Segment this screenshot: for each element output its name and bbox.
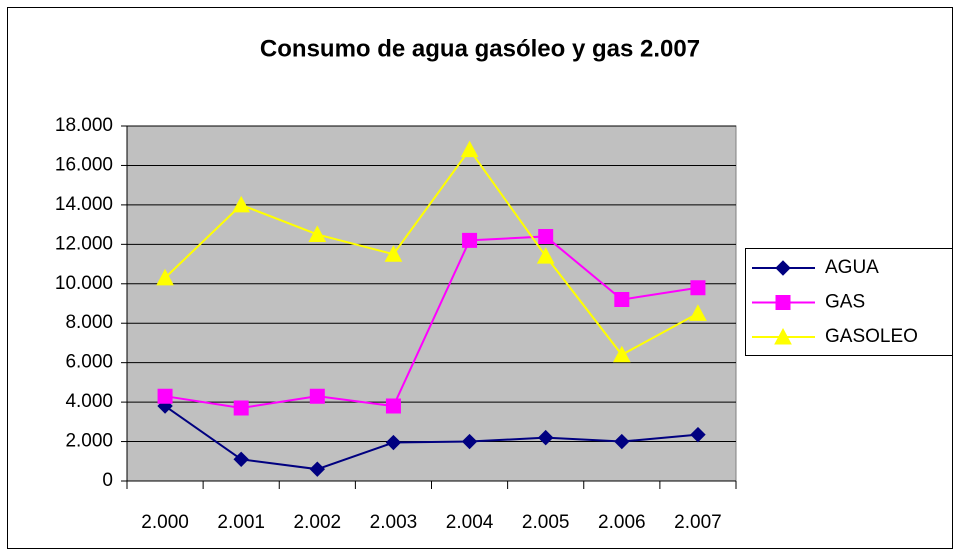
legend-label: GAS [825,292,865,313]
y-tick-label: 2.000 [65,431,113,452]
marker [612,345,631,363]
marker [309,388,325,404]
legend-marker [775,260,791,276]
y-tick-label: 4.000 [65,391,113,412]
y-tick-label: 18.000 [55,115,113,136]
y-tick-label: 14.000 [55,194,113,215]
plot-area [126,125,737,482]
marker [689,304,707,321]
marker [538,228,554,244]
x-tick-label: 2.004 [446,512,494,533]
y-tick-label: 10.000 [55,273,113,294]
marker [537,429,554,446]
marker [309,461,326,477]
marker [384,245,403,262]
series-line [164,235,699,410]
marker [462,232,478,248]
marker [614,292,630,308]
marker [157,388,173,404]
x-tick-label: 2.000 [141,512,189,533]
marker [233,400,249,416]
y-tick-label: 16.000 [55,154,113,175]
legend-label: AGUA [825,257,879,278]
y-tick-label: 8.000 [65,312,113,333]
marker [308,225,327,242]
x-tick-label: 2.001 [217,512,265,533]
marker [536,247,555,264]
x-tick-label: 2.003 [370,512,418,533]
marker [233,451,249,468]
chart-title: Consumo de agua gasóleo y gas 2.007 [260,35,700,62]
marker [690,280,706,296]
y-tick-label: 12.000 [55,233,113,254]
marker [460,140,479,158]
legend-marker [775,295,791,310]
x-tick-label: 2.007 [674,512,722,533]
x-tick-label: 2.005 [522,512,570,533]
y-tick-label: 6.000 [65,352,113,373]
marker [156,268,174,286]
legend-label: GASOLEO [825,326,918,347]
marker [614,433,630,450]
marker [385,398,401,414]
legend-marker [774,327,792,345]
marker [461,433,478,450]
x-tick-label: 2.006 [598,512,646,533]
series-line [164,147,699,357]
series-line [164,405,699,471]
marker [385,434,402,451]
y-tick-label: 0 [102,470,113,491]
x-tick-label: 2.002 [294,512,342,533]
marker [232,195,251,213]
marker [690,426,706,443]
